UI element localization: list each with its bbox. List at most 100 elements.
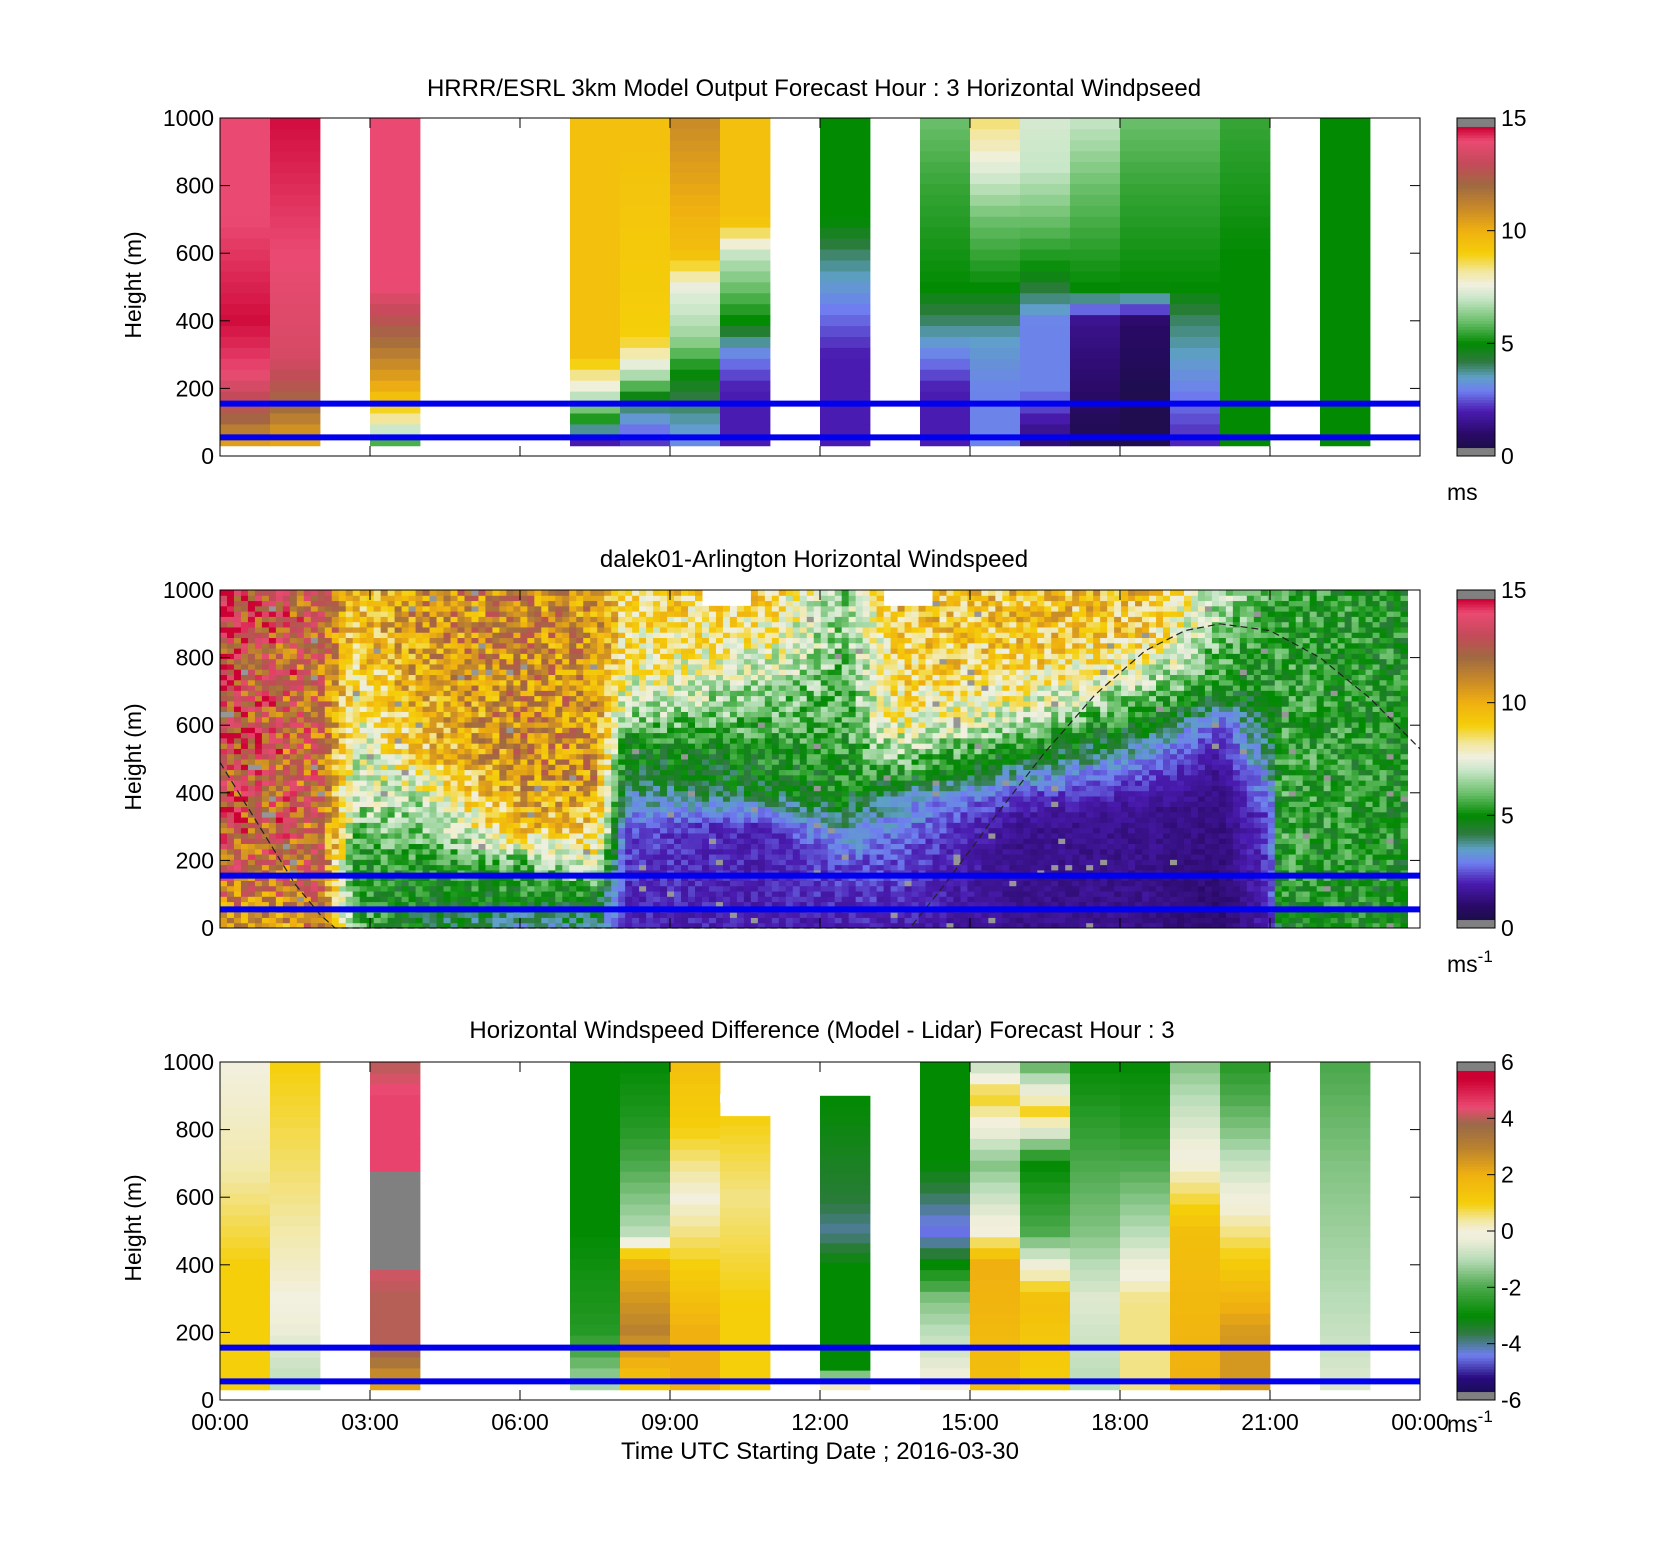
heat-cell xyxy=(450,880,458,887)
heat-cell xyxy=(597,674,605,681)
colorbar-swatch xyxy=(1457,160,1495,164)
heat-cell xyxy=(485,880,493,887)
heat-cell xyxy=(820,380,871,392)
heat-cell xyxy=(275,690,284,697)
heat-cell xyxy=(261,917,270,924)
heat-cell xyxy=(583,658,591,665)
heat-cell xyxy=(583,885,591,892)
heat-cell xyxy=(380,690,389,697)
heat-cell xyxy=(618,780,626,786)
heat-cell xyxy=(970,139,1021,152)
heat-cell xyxy=(485,700,493,707)
heat-cell xyxy=(429,706,438,712)
heat-cell xyxy=(268,695,277,702)
heat-cell xyxy=(387,642,396,649)
heat-cell xyxy=(620,216,671,228)
heat-cell xyxy=(506,663,514,670)
heat-cell xyxy=(352,764,361,771)
heat-cell xyxy=(485,780,493,786)
heat-cell xyxy=(506,854,514,860)
heat-cell xyxy=(233,774,242,781)
heat-cell xyxy=(576,690,584,697)
heat-cell xyxy=(443,743,452,749)
heat-cell xyxy=(352,632,361,639)
heat-cell xyxy=(653,843,661,850)
heat-cell xyxy=(471,722,479,728)
heat-cell xyxy=(254,822,263,829)
heat-cell xyxy=(233,748,242,755)
heat-cell xyxy=(688,722,696,728)
heat-cell xyxy=(220,806,228,813)
heat-cell xyxy=(415,769,424,776)
heat-cell xyxy=(590,912,598,918)
heat-cell xyxy=(220,922,228,929)
heat-cell xyxy=(485,590,493,596)
heat-cell xyxy=(352,832,361,839)
heat-cell xyxy=(443,727,452,734)
heat-cell xyxy=(471,801,479,808)
heat-cell xyxy=(289,759,298,765)
heat-cell xyxy=(478,716,486,723)
heat-cell xyxy=(464,700,472,707)
heat-cell xyxy=(436,891,445,897)
heat-cell xyxy=(338,737,347,744)
heat-cell xyxy=(415,732,424,739)
heat-cell xyxy=(534,700,542,707)
heat-cell xyxy=(310,922,319,929)
heat-cell xyxy=(632,626,640,633)
heat-cell xyxy=(478,685,486,691)
heat-cell xyxy=(373,690,382,697)
heat-cell xyxy=(569,838,577,844)
heat-cell xyxy=(254,700,263,707)
heat-cell xyxy=(373,616,382,623)
heat-cell xyxy=(653,774,661,781)
heat-cell xyxy=(370,150,421,163)
heat-cell xyxy=(534,838,542,844)
heat-cell xyxy=(534,695,542,702)
heat-cell xyxy=(1070,118,1121,130)
heat-cell xyxy=(471,679,479,686)
heat-cell xyxy=(667,658,675,665)
heat-cell xyxy=(331,616,340,623)
heat-cell xyxy=(464,669,472,675)
colorbar-swatch xyxy=(1457,137,1495,142)
heat-cell xyxy=(720,260,771,272)
heat-cell xyxy=(324,896,333,903)
heat-cell xyxy=(220,753,228,760)
heat-cell xyxy=(541,753,549,760)
heat-cell xyxy=(345,922,354,929)
heat-cell xyxy=(270,336,321,348)
heat-cell xyxy=(220,685,228,691)
heat-cell xyxy=(226,658,235,665)
heat-cell xyxy=(597,896,605,903)
heat-cell xyxy=(457,780,465,786)
heat-cell xyxy=(345,711,354,718)
heat-cell xyxy=(492,806,500,813)
heat-cell xyxy=(226,917,235,924)
heat-cell xyxy=(492,838,500,844)
heat-cell xyxy=(562,690,570,697)
heat-cell xyxy=(513,611,521,617)
heat-cell xyxy=(618,737,626,744)
heat-cell xyxy=(541,590,549,596)
heat-cell xyxy=(653,658,661,665)
heat-cell xyxy=(583,753,591,760)
heat-cell xyxy=(366,658,375,665)
heat-cell xyxy=(583,737,591,744)
heat-cell xyxy=(380,616,389,623)
heat-cell xyxy=(618,827,626,834)
heat-cell xyxy=(220,369,271,381)
heat-cell xyxy=(471,854,479,860)
heat-cell xyxy=(429,727,438,734)
heat-cell xyxy=(590,848,598,855)
heat-cell xyxy=(492,595,500,602)
heat-cell xyxy=(303,827,312,834)
model-panel-ylabel: Height (m) xyxy=(120,231,146,338)
heat-cell xyxy=(324,764,333,771)
heat-cell xyxy=(520,590,528,596)
heat-cell xyxy=(674,817,682,823)
heat-cell xyxy=(492,679,500,686)
heat-cell xyxy=(1020,358,1071,370)
heat-cell xyxy=(394,674,403,681)
heat-cell xyxy=(562,663,570,670)
